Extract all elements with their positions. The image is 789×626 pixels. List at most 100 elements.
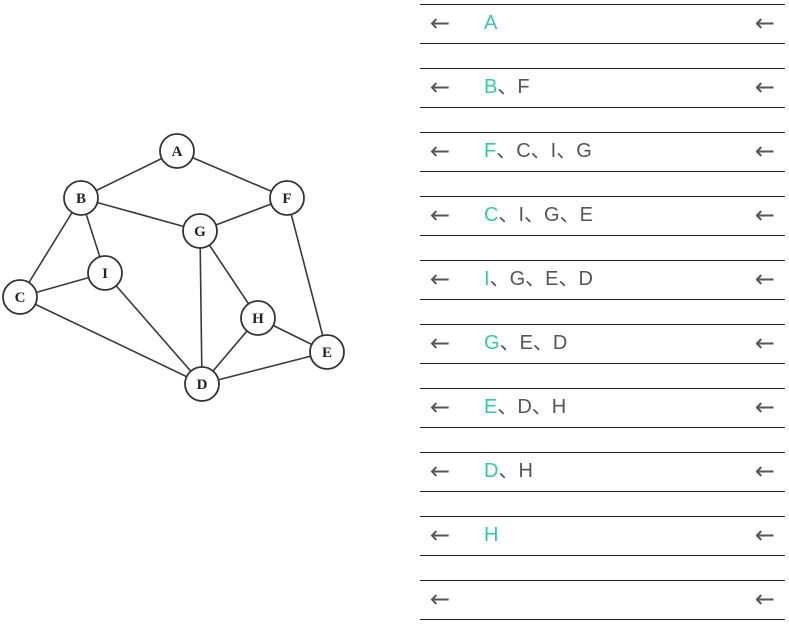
right-arrow-icon: ← — [754, 329, 775, 357]
node-circle — [269, 180, 305, 216]
separator: 、 — [497, 76, 518, 98]
queue-row: ← ← — [420, 580, 785, 620]
queue-head-item: F — [484, 140, 497, 162]
queue-contents: F、C、I、G — [484, 133, 592, 170]
left-arrow-icon: ← — [430, 201, 451, 229]
node-circle — [309, 334, 345, 370]
node-a: A — [159, 133, 195, 169]
queue-row: ← G、E、D ← — [420, 324, 785, 364]
node-h: H — [240, 300, 276, 336]
queue-head-item: D — [484, 460, 499, 482]
edge-g-d — [199, 230, 203, 385]
graph-nodes: A B F G I C H E D — [2, 133, 345, 402]
undirected-graph: A B F G I C H E D — [2, 133, 345, 402]
queue-item: G — [509, 268, 526, 290]
node-g: G — [182, 213, 218, 249]
queue-row: ← C、I、G、E ← — [420, 196, 785, 236]
queue-head-item: C — [484, 204, 499, 226]
right-arrow-icon: ← — [754, 585, 775, 613]
right-arrow-icon: ← — [754, 137, 775, 165]
queue-row: ← B、F ← — [420, 68, 785, 108]
queue-row: ← F、C、I、G ← — [420, 132, 785, 172]
queue-head-item: A — [484, 12, 498, 34]
right-arrow-icon: ← — [754, 201, 775, 229]
node-label: F — [282, 191, 291, 207]
separator: 、 — [556, 140, 577, 162]
node-b: B — [63, 180, 99, 216]
left-arrow-icon: ← — [430, 457, 451, 485]
separator: 、 — [559, 204, 580, 226]
separator: 、 — [496, 140, 517, 162]
queue-item: C — [516, 140, 531, 162]
left-arrow-icon: ← — [430, 137, 451, 165]
right-arrow-icon: ← — [754, 457, 775, 485]
separator: 、 — [531, 396, 552, 418]
left-arrow-icon: ← — [430, 9, 451, 37]
left-arrow-icon: ← — [430, 265, 451, 293]
queue-row: ← D、H ← — [420, 452, 785, 492]
queue-item: H — [551, 396, 567, 418]
queue-item: D — [578, 268, 593, 290]
queue-head-item: E — [484, 396, 498, 418]
separator: 、 — [498, 204, 519, 226]
queue-item: I — [518, 204, 525, 226]
separator: 、 — [489, 268, 510, 290]
right-arrow-icon: ← — [754, 73, 775, 101]
separator: 、 — [532, 332, 553, 354]
queue-item: G — [576, 140, 592, 162]
node-f: F — [269, 180, 305, 216]
left-arrow-icon: ← — [430, 393, 451, 421]
node-circle — [63, 180, 99, 216]
right-arrow-icon: ← — [754, 9, 775, 37]
queue-item: H — [518, 460, 533, 482]
edge-a-f — [176, 150, 288, 199]
queue-contents: D、H — [484, 453, 533, 490]
queue-head-item: H — [484, 524, 499, 546]
node-circle — [182, 213, 218, 249]
node-circle — [2, 279, 38, 315]
queue-contents: E、D、H — [484, 389, 566, 426]
separator: 、 — [497, 396, 518, 418]
queue-contents: C、I、G、E — [484, 197, 593, 234]
queue-contents: I、G、E、D — [484, 261, 593, 298]
separator: 、 — [524, 204, 545, 226]
node-label: A — [172, 144, 183, 160]
queue-item: D — [517, 396, 532, 418]
left-arrow-icon: ← — [430, 585, 451, 613]
queue-item: D — [552, 332, 568, 354]
queue-contents: A — [484, 5, 497, 42]
queue-head-item: I — [484, 268, 490, 290]
node-label: G — [194, 224, 206, 240]
node-label: D — [197, 377, 208, 393]
queue-head-item: B — [484, 76, 498, 98]
queue-contents: H — [484, 517, 498, 554]
separator: 、 — [558, 268, 579, 290]
node-label: C — [15, 290, 26, 306]
queue-row: ← E、D、H ← — [420, 388, 785, 428]
left-arrow-icon: ← — [430, 329, 451, 357]
edge-b-g — [80, 197, 201, 232]
queue-row: ← I、G、E、D ← — [420, 260, 785, 300]
right-arrow-icon: ← — [754, 265, 775, 293]
queue-contents: B、F — [484, 69, 530, 106]
node-d: D — [184, 366, 220, 402]
queue-row: ← H ← — [420, 516, 785, 556]
queue-item: F — [517, 76, 530, 98]
queue-item: E — [579, 204, 593, 226]
right-arrow-icon: ← — [754, 521, 775, 549]
separator: 、 — [499, 332, 520, 354]
edge-c-d — [19, 296, 203, 385]
queue-item: E — [519, 332, 533, 354]
queue-row: ← A ← — [420, 4, 785, 44]
queue-item: I — [550, 140, 557, 162]
separator: 、 — [530, 140, 551, 162]
node-label: B — [76, 191, 86, 207]
node-c: C — [2, 279, 38, 315]
queue-contents: G、E、D — [484, 325, 567, 362]
node-i: I — [87, 255, 123, 291]
edge-i-d — [104, 272, 203, 385]
node-label: H — [252, 311, 264, 327]
queue-head-item: G — [484, 332, 500, 354]
node-circle — [240, 300, 276, 336]
node-circle — [87, 255, 123, 291]
